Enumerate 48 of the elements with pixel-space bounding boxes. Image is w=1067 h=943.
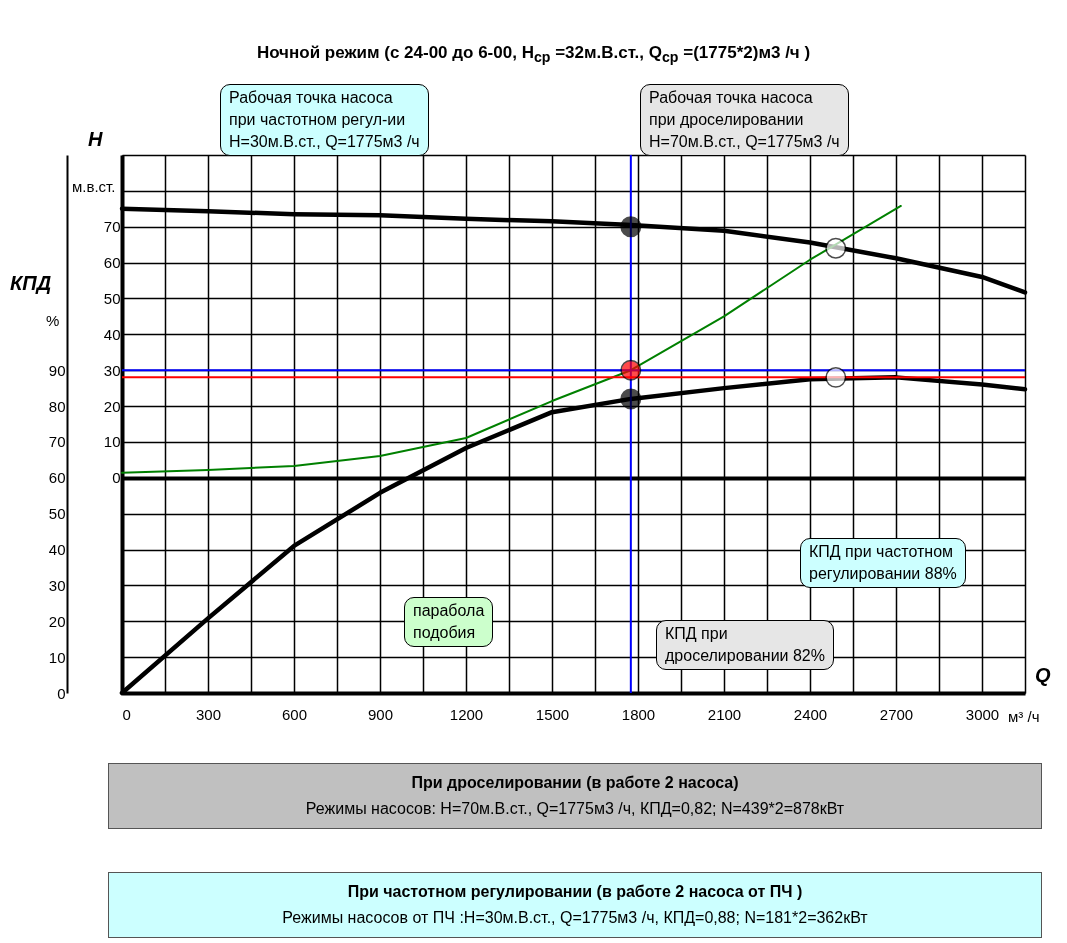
y-tick-label: 60 (103, 254, 121, 272)
y-tick-label: 30 (103, 361, 121, 379)
point (620, 359, 642, 381)
annotation: КПД при частотном регулировании 88% (800, 538, 966, 588)
text: м³ /ч (1008, 707, 1040, 727)
x-tick-label: 2400 (793, 705, 828, 723)
y2-tick-label: 40 (48, 541, 66, 559)
y2-tick-label: 80 (48, 397, 66, 415)
y2-tick-label: 0 (57, 684, 66, 702)
y-tick-label: 40 (103, 325, 121, 343)
x-tick-label: 1500 (535, 705, 570, 723)
y-tick-label: 50 (103, 289, 121, 307)
y-tick-label: 20 (103, 397, 121, 415)
annotation: КПД при дроселировании 82% (656, 620, 834, 670)
x-tick-label: 600 (281, 705, 308, 723)
point (825, 237, 847, 259)
text: м.в.ст. (72, 177, 116, 197)
y2-tick-label: 90 (48, 361, 66, 379)
annotation: парабола подобия (404, 597, 494, 647)
y2-tick-label: 70 (48, 433, 66, 451)
x-tick-label: 900 (367, 705, 394, 723)
y2-axis-title: КПД (10, 272, 52, 294)
y2-tick-label: 10 (48, 648, 66, 666)
text: Режимы насосов от ПЧ :H=30м.В.ст., Q=1775м3 /ч, КПД=0,88; N=181*2=362кВт (281, 908, 869, 928)
y-tick-label: 10 (103, 433, 121, 451)
chart-title: Ночной режим (с 24-00 до 6-00, H$_{ср}$ =32м.В.ст., Q$_{ср}$ =(1775*2)м3 /ч ) (255, 42, 812, 68)
y2-tick-label: 30 (48, 576, 66, 594)
text: При дроселировании (в работе 2 насоса) (410, 773, 740, 793)
x-tick-label: 1800 (621, 705, 656, 723)
text: Рабочая точка насоса при частотном регул-ии H=30м.В.ст., Q=1775м3 /ч (220, 84, 429, 156)
x-tick-label: 300 (195, 705, 222, 723)
x-tick-label: 2700 (879, 705, 914, 723)
x-tick-label: 1200 (449, 705, 484, 723)
x-tick-label: 2100 (707, 705, 742, 723)
text: При частотном регулировании (в работе 2 насоса от ПЧ ) (346, 882, 804, 902)
text: Режимы насосов: H=70м.В.ст., Q=1775м3 /ч, КПД=0,82; N=439*2=878кВт (304, 799, 846, 819)
y-tick-label: 0 (112, 469, 121, 487)
text: % (46, 311, 60, 331)
point (620, 216, 642, 238)
x-axis-title: Q (1035, 664, 1051, 686)
y-axis-title: H (88, 128, 103, 150)
y-tick-label: 70 (103, 218, 121, 236)
y2-tick-label: 50 (48, 505, 66, 523)
text: Рабочая точка насоса при дроселировании H=70м.В.ст., Q=1775м3 /ч (640, 84, 849, 156)
y2-tick-label: 60 (48, 469, 66, 487)
x-tick-label: 3000 (965, 705, 1000, 723)
y2-tick-label: 20 (48, 612, 66, 630)
line-series (121, 204, 902, 474)
